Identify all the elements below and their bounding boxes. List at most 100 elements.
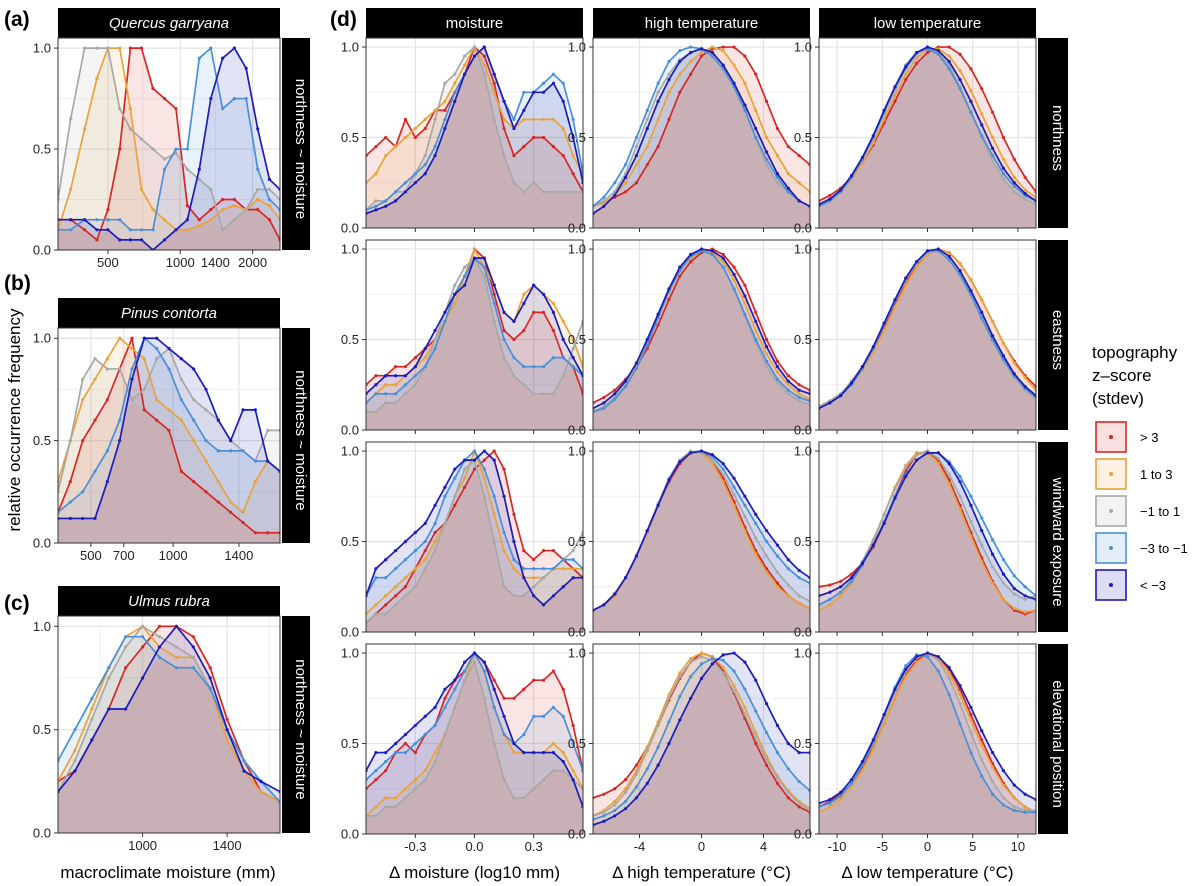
- data-point: [68, 516, 72, 521]
- data-point: [541, 81, 546, 85]
- y-tick-label: 0.0: [568, 827, 586, 842]
- data-point: [775, 543, 780, 547]
- data-point: [433, 117, 437, 122]
- data-point: [403, 374, 408, 378]
- data-point: [191, 666, 195, 670]
- data-point: [512, 337, 516, 342]
- data-point: [721, 63, 725, 67]
- line-series-3: [58, 47, 280, 231]
- panel-d-3-1: -4 0 4 0.0 0.5 1.0: [568, 643, 811, 854]
- data-point: [128, 127, 132, 131]
- data-point: [139, 238, 144, 242]
- data-point: [482, 467, 486, 471]
- data-point: [786, 790, 790, 794]
- data-point: [656, 323, 660, 327]
- data-point: [95, 46, 99, 50]
- strip-b: Pinus contorta: [58, 298, 280, 328]
- data-point: [828, 805, 832, 809]
- data-point: [433, 144, 437, 149]
- data-point: [220, 197, 225, 202]
- data-point: [645, 749, 649, 753]
- data-point: [81, 490, 85, 494]
- data-point: [225, 738, 229, 742]
- data-point: [106, 46, 110, 50]
- data-point: [925, 249, 930, 253]
- data-point: [512, 741, 516, 746]
- data-point: [904, 474, 908, 478]
- data-point: [225, 728, 229, 732]
- legend-key-point: [1109, 583, 1113, 587]
- data-point: [209, 218, 213, 222]
- data-point: [561, 81, 565, 85]
- strip-background: [1038, 240, 1068, 430]
- data-point: [492, 458, 496, 462]
- data-point: [423, 172, 427, 176]
- y-tick-label: 0.0: [33, 243, 51, 258]
- data-point: [786, 767, 790, 771]
- y-tick-label: 0.0: [33, 536, 51, 551]
- data-point: [142, 357, 146, 361]
- data-point: [393, 392, 398, 396]
- data-point: [765, 702, 769, 706]
- data-point: [541, 117, 546, 122]
- legend-item: −3 to −1: [1095, 532, 1188, 564]
- data-point: [797, 399, 801, 403]
- facet-strip-c: northness ~ moisture: [282, 616, 310, 833]
- data-point: [492, 705, 496, 709]
- data-point: [130, 398, 134, 402]
- y-tick-label: 1.0: [794, 242, 812, 257]
- data-point: [502, 328, 506, 333]
- data-point: [433, 530, 437, 535]
- data-point: [1012, 574, 1016, 578]
- data-point: [551, 669, 556, 673]
- y-tick-label: 1.0: [33, 619, 51, 634]
- data-point: [482, 669, 486, 673]
- data-point: [915, 660, 919, 664]
- data-point: [786, 796, 790, 800]
- data-point: [208, 686, 212, 690]
- data-point: [721, 671, 725, 675]
- data-point: [882, 722, 886, 726]
- data-point: [73, 769, 77, 773]
- data-point: [423, 365, 427, 369]
- data-point: [139, 46, 144, 50]
- data-point: [797, 750, 801, 755]
- data-point: [522, 190, 526, 194]
- data-point: [413, 741, 417, 746]
- y-tick-label: 0.5: [794, 332, 812, 347]
- data-point: [656, 99, 660, 103]
- area-series-2: [58, 48, 280, 250]
- data-point: [453, 687, 457, 691]
- data-point: [765, 554, 769, 558]
- panel-letter: (a): [4, 8, 30, 31]
- data-point: [925, 451, 930, 455]
- data-point: [797, 383, 801, 387]
- x-tick-label: 4: [760, 839, 767, 854]
- data-point: [512, 374, 516, 378]
- data-point: [958, 52, 962, 56]
- data-point: [197, 167, 201, 171]
- y-tick-label: 0.0: [794, 423, 812, 438]
- data-point: [623, 384, 628, 389]
- data-point: [721, 658, 725, 662]
- data-point: [571, 723, 575, 728]
- data-point: [710, 50, 714, 55]
- line-series-4: [58, 47, 280, 250]
- data-point: [463, 265, 467, 269]
- data-point: [68, 479, 72, 484]
- data-point: [124, 645, 128, 649]
- data-point: [443, 485, 447, 489]
- panel-b: 500 700 1000 1400 0.0 0.5 1.0: [33, 327, 281, 563]
- data-point: [502, 337, 506, 342]
- data-point: [139, 137, 144, 141]
- data-point: [492, 283, 496, 287]
- data-point: [743, 503, 747, 507]
- data-point: [532, 90, 536, 94]
- data-point: [174, 147, 178, 151]
- data-point: [541, 310, 546, 314]
- data-point: [754, 709, 758, 713]
- data-point: [95, 228, 99, 232]
- data-point: [849, 173, 854, 178]
- data-point: [69, 187, 73, 192]
- data-point: [413, 172, 417, 176]
